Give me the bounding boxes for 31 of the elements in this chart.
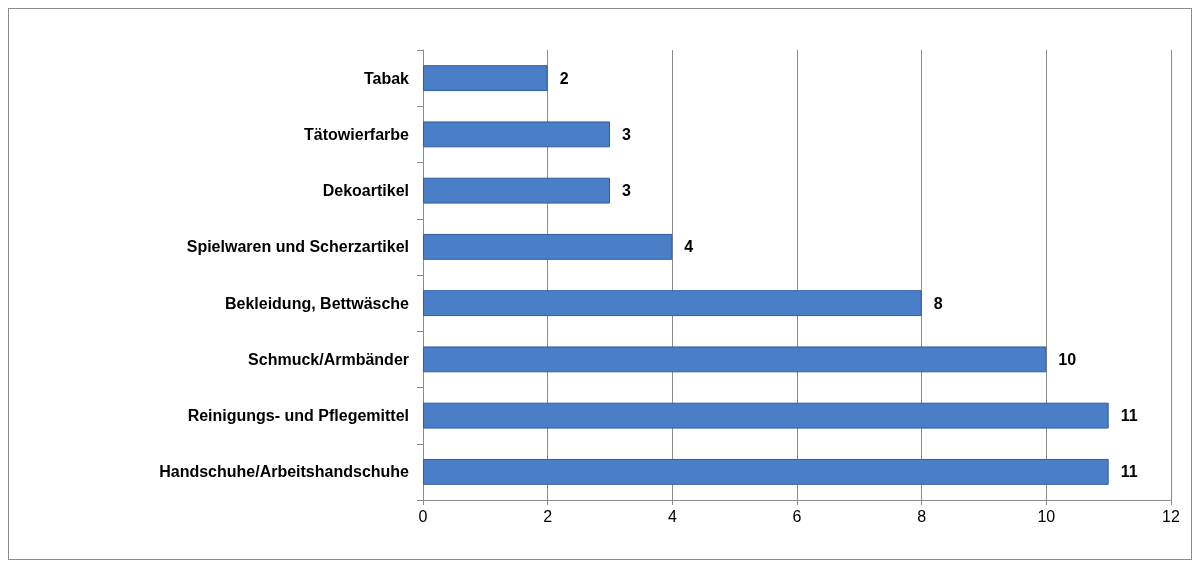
y-tick-label: Tabak: [363, 69, 410, 87]
x-tick-label: 4: [667, 507, 677, 525]
y-tick-label: Handschuhe/Arbeitshandschuhe: [159, 463, 410, 481]
x-tick-label: 8: [917, 507, 927, 525]
x-tick-label: 2: [543, 507, 553, 525]
data-label: 4: [684, 238, 694, 256]
y-tick-label: Tätowierfarbe: [304, 125, 410, 143]
data-label: 8: [933, 294, 943, 312]
data-label: 10: [1058, 350, 1077, 368]
data-label: 11: [1120, 407, 1138, 425]
data-label: 2: [559, 69, 569, 87]
data-label: 11: [1120, 463, 1138, 481]
bar: [423, 458, 1109, 485]
data-label: 3: [622, 182, 631, 200]
data-label: 3: [622, 125, 631, 143]
x-tick-label: 0: [418, 507, 428, 525]
y-tick-label: Reinigungs- und Pflegemittel: [187, 407, 409, 425]
bar: [423, 290, 922, 317]
x-tick-label: 10: [1037, 507, 1056, 525]
y-tick-label: Dekoartikel: [322, 182, 409, 200]
x-tick-label: 6: [792, 507, 802, 525]
y-tick-label: Spielwaren und Scherzartikel: [186, 238, 409, 256]
bar: [423, 121, 610, 148]
y-tick-label: Bekleidung, Bettwäsche: [224, 294, 410, 312]
bar: [423, 233, 673, 260]
bar: [423, 402, 1109, 429]
y-tick-label: Schmuck/Armbänder: [248, 350, 409, 368]
bar: [423, 177, 610, 204]
x-tick-label: 12: [1162, 507, 1180, 525]
bar: [423, 65, 548, 92]
bar: [423, 346, 1047, 373]
